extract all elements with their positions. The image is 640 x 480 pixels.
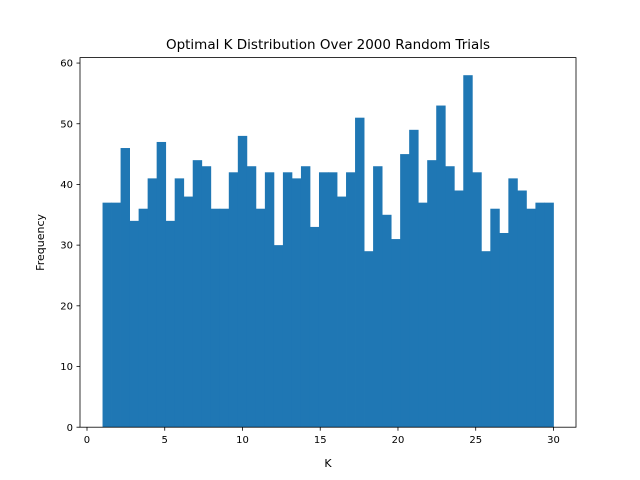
histogram-bar <box>255 208 266 428</box>
x-axis-label: K <box>324 457 332 470</box>
plot-frame <box>79 57 577 428</box>
histogram-bar <box>273 245 284 428</box>
histogram-bar <box>499 232 509 428</box>
bars-group <box>102 75 554 428</box>
histogram-bar <box>165 220 176 428</box>
x-tick-label: 0 <box>84 435 90 446</box>
chart-title: Optimal K Distribution Over 2000 Random … <box>166 37 490 53</box>
histogram-bar <box>373 166 383 428</box>
y-axis-label: Frequency <box>34 213 47 270</box>
y-axis-ticks: 0 10 20 30 40 50 60 <box>60 59 80 434</box>
histogram-bar <box>454 190 464 428</box>
histogram-bar <box>120 148 130 428</box>
histogram-bar <box>318 172 329 428</box>
histogram-bar <box>409 129 419 428</box>
histogram-bar <box>337 196 347 428</box>
histogram-bar <box>228 172 239 428</box>
histogram-bar <box>174 178 185 428</box>
histogram-bar <box>391 239 401 428</box>
histogram-bar <box>111 202 121 428</box>
histogram-bar <box>463 75 473 428</box>
x-tick-label: 25 <box>469 435 482 446</box>
histogram-bar <box>481 251 491 428</box>
histogram-bar <box>156 141 167 428</box>
x-tick-label: 30 <box>547 435 560 446</box>
histogram-bar <box>382 214 392 428</box>
x-tick-label: 20 <box>392 435 405 446</box>
histogram-bar <box>291 178 302 428</box>
histogram-bar <box>400 154 410 428</box>
y-tick-label: 50 <box>60 119 73 130</box>
histogram-bar <box>445 166 455 428</box>
histogram-bar <box>219 208 230 428</box>
histogram-bar <box>102 202 112 428</box>
histogram-bar <box>282 172 293 428</box>
x-tick-label: 5 <box>162 435 168 446</box>
histogram-bar <box>210 208 221 428</box>
y-tick-label: 30 <box>60 241 73 252</box>
x-tick-label: 15 <box>314 435 327 446</box>
histogram-bar <box>436 105 446 428</box>
histogram-bar <box>246 166 257 428</box>
histogram-bar <box>355 117 365 428</box>
histogram-bar <box>201 166 212 428</box>
y-tick-label: 40 <box>60 180 73 191</box>
histogram-bar <box>346 172 356 428</box>
histogram-bar <box>309 226 320 428</box>
histogram-bar <box>490 208 500 428</box>
histogram-bar <box>364 251 374 428</box>
histogram-bar <box>183 196 194 428</box>
histogram-bar <box>138 208 149 428</box>
histogram-bar <box>418 202 428 428</box>
histogram-bar <box>544 202 554 428</box>
histogram-bar <box>328 172 338 428</box>
histogram-bar <box>427 160 437 428</box>
histogram-bar <box>147 178 158 428</box>
y-tick-label: 20 <box>60 301 73 312</box>
histogram-bar <box>517 190 527 428</box>
histogram-bar <box>535 202 545 428</box>
histogram-bar <box>192 160 203 428</box>
histogram-bar <box>526 208 536 428</box>
histogram-bar <box>472 172 482 428</box>
histogram-bar <box>129 220 140 428</box>
histogram-bar <box>508 178 518 428</box>
y-tick-label: 10 <box>60 362 73 373</box>
x-tick-label: 10 <box>236 435 249 446</box>
y-tick-label: 60 <box>60 59 73 70</box>
histogram-bar <box>264 172 275 428</box>
histogram-bar <box>237 135 248 428</box>
histogram-bar <box>300 166 311 428</box>
x-axis-ticks: 0 5 10 15 20 25 30 <box>84 427 560 446</box>
y-tick-label: 0 <box>67 423 73 434</box>
